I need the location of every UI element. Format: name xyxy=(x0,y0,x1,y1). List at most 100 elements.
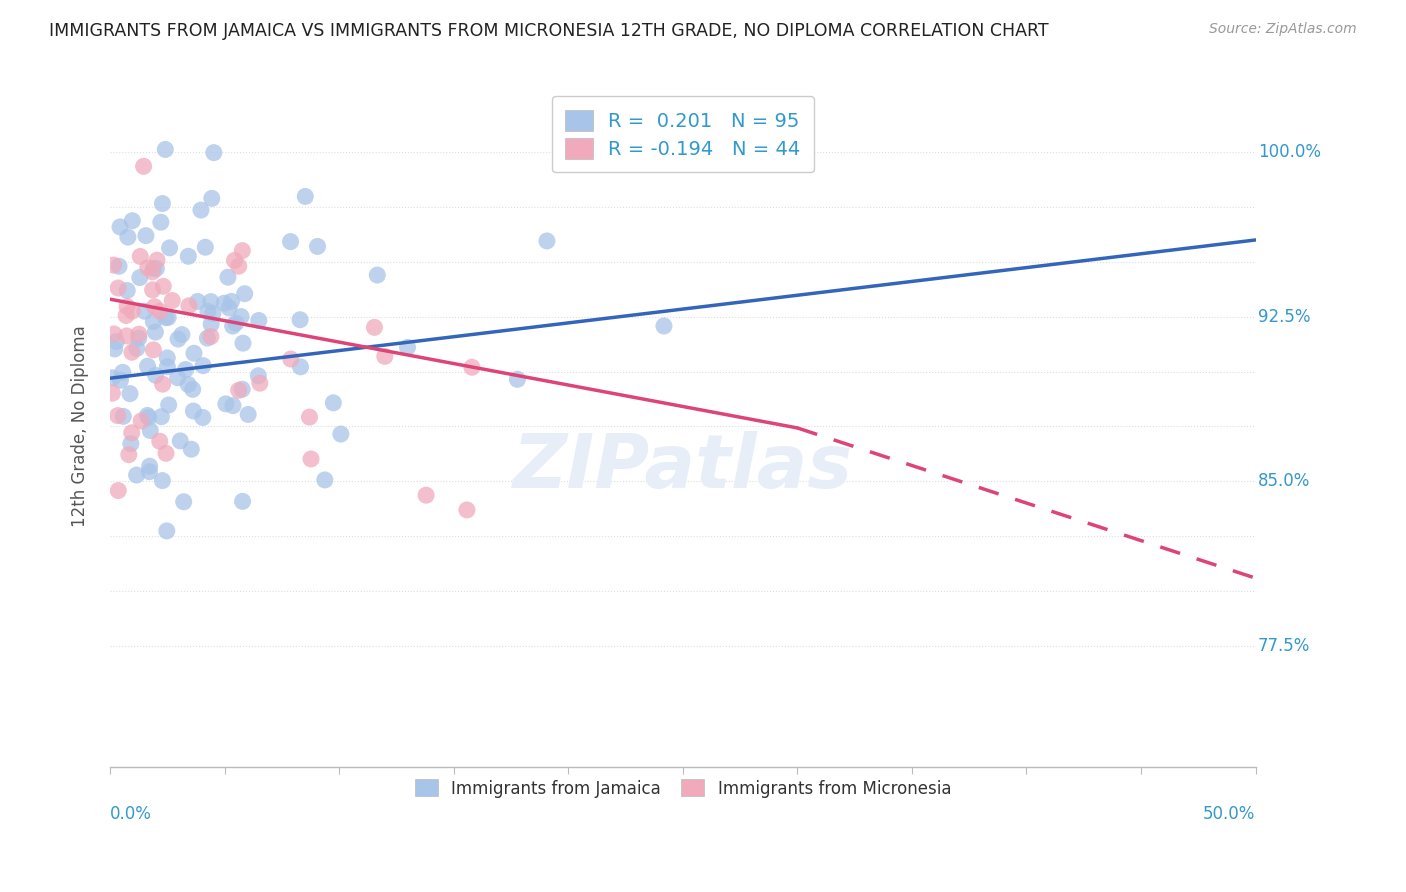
Point xyxy=(290,359,312,374)
Point xyxy=(159,241,181,255)
Point xyxy=(374,350,396,364)
Point xyxy=(101,386,124,401)
Point xyxy=(202,145,225,160)
Text: 0.0%: 0.0% xyxy=(110,805,152,823)
Point xyxy=(247,313,270,327)
Point xyxy=(111,365,134,379)
Point xyxy=(183,346,205,360)
Point xyxy=(169,434,191,448)
Point xyxy=(142,283,165,297)
Point xyxy=(363,320,385,334)
Point xyxy=(461,360,484,375)
Point xyxy=(222,399,245,413)
Point xyxy=(201,306,224,320)
Point xyxy=(107,281,129,295)
Point xyxy=(107,409,129,423)
Point xyxy=(162,293,184,308)
Point xyxy=(217,270,239,285)
Point xyxy=(132,159,155,173)
Point xyxy=(149,215,172,229)
Point xyxy=(108,259,131,273)
Point xyxy=(136,409,159,423)
Point xyxy=(125,468,148,483)
Point xyxy=(224,253,246,268)
Point xyxy=(155,143,177,157)
Point xyxy=(200,294,222,309)
Point xyxy=(177,249,200,263)
Point xyxy=(200,329,222,343)
Point xyxy=(152,377,174,392)
Point xyxy=(101,371,124,385)
Text: 50.0%: 50.0% xyxy=(1204,805,1256,823)
Point xyxy=(231,244,253,258)
Point xyxy=(228,384,250,398)
Point xyxy=(110,373,132,387)
Point xyxy=(136,260,159,275)
Point xyxy=(141,265,163,279)
Point xyxy=(200,317,222,331)
Point xyxy=(228,259,250,273)
Point xyxy=(307,239,329,253)
Point xyxy=(128,327,150,342)
Point xyxy=(107,483,129,498)
Point xyxy=(134,304,156,318)
Point xyxy=(112,409,135,424)
Point xyxy=(157,310,180,325)
Y-axis label: 12th Grade, No Diploma: 12th Grade, No Diploma xyxy=(72,326,89,527)
Text: ZIPatlas: ZIPatlas xyxy=(513,431,853,504)
Point xyxy=(221,294,243,309)
Point xyxy=(294,189,316,203)
Point xyxy=(396,340,419,354)
Point xyxy=(183,404,205,418)
Point xyxy=(121,345,143,359)
Point xyxy=(115,300,138,314)
Point xyxy=(180,442,202,457)
Point xyxy=(105,334,128,349)
Text: 85.0%: 85.0% xyxy=(1258,473,1310,491)
Point xyxy=(138,465,160,479)
Point xyxy=(129,250,152,264)
Point xyxy=(181,382,204,396)
Point xyxy=(145,325,167,339)
Point xyxy=(201,191,224,205)
Point xyxy=(118,448,141,462)
Text: Source: ZipAtlas.com: Source: ZipAtlas.com xyxy=(1209,22,1357,37)
Point xyxy=(120,436,142,450)
Point xyxy=(138,459,160,474)
Point xyxy=(166,370,188,384)
Point xyxy=(121,425,143,440)
Point xyxy=(197,304,219,318)
Text: 77.5%: 77.5% xyxy=(1258,637,1310,655)
Point xyxy=(139,424,162,438)
Point xyxy=(280,352,302,367)
Point xyxy=(299,452,322,467)
Point xyxy=(128,270,150,285)
Point xyxy=(121,304,143,318)
Point xyxy=(329,427,352,442)
Point xyxy=(249,376,271,391)
Point xyxy=(187,294,209,309)
Point xyxy=(143,300,166,314)
Point xyxy=(236,408,259,422)
Point xyxy=(156,351,179,365)
Point xyxy=(194,240,217,254)
Point xyxy=(229,310,252,324)
Point xyxy=(136,359,159,374)
Point xyxy=(152,279,174,293)
Point xyxy=(232,336,254,351)
Text: 92.5%: 92.5% xyxy=(1258,308,1310,326)
Point xyxy=(145,368,167,383)
Point xyxy=(117,230,139,244)
Point xyxy=(135,228,157,243)
Point xyxy=(191,410,214,425)
Point xyxy=(108,219,131,234)
Point xyxy=(298,410,321,425)
Point xyxy=(233,286,256,301)
Point xyxy=(652,318,675,333)
Text: IMMIGRANTS FROM JAMAICA VS IMMIGRANTS FROM MICRONESIA 12TH GRADE, NO DIPLOMA COR: IMMIGRANTS FROM JAMAICA VS IMMIGRANTS FR… xyxy=(49,22,1049,40)
Point xyxy=(115,284,138,298)
Point xyxy=(506,372,529,386)
Point xyxy=(155,446,177,460)
Point xyxy=(149,434,172,449)
Point xyxy=(156,359,179,374)
